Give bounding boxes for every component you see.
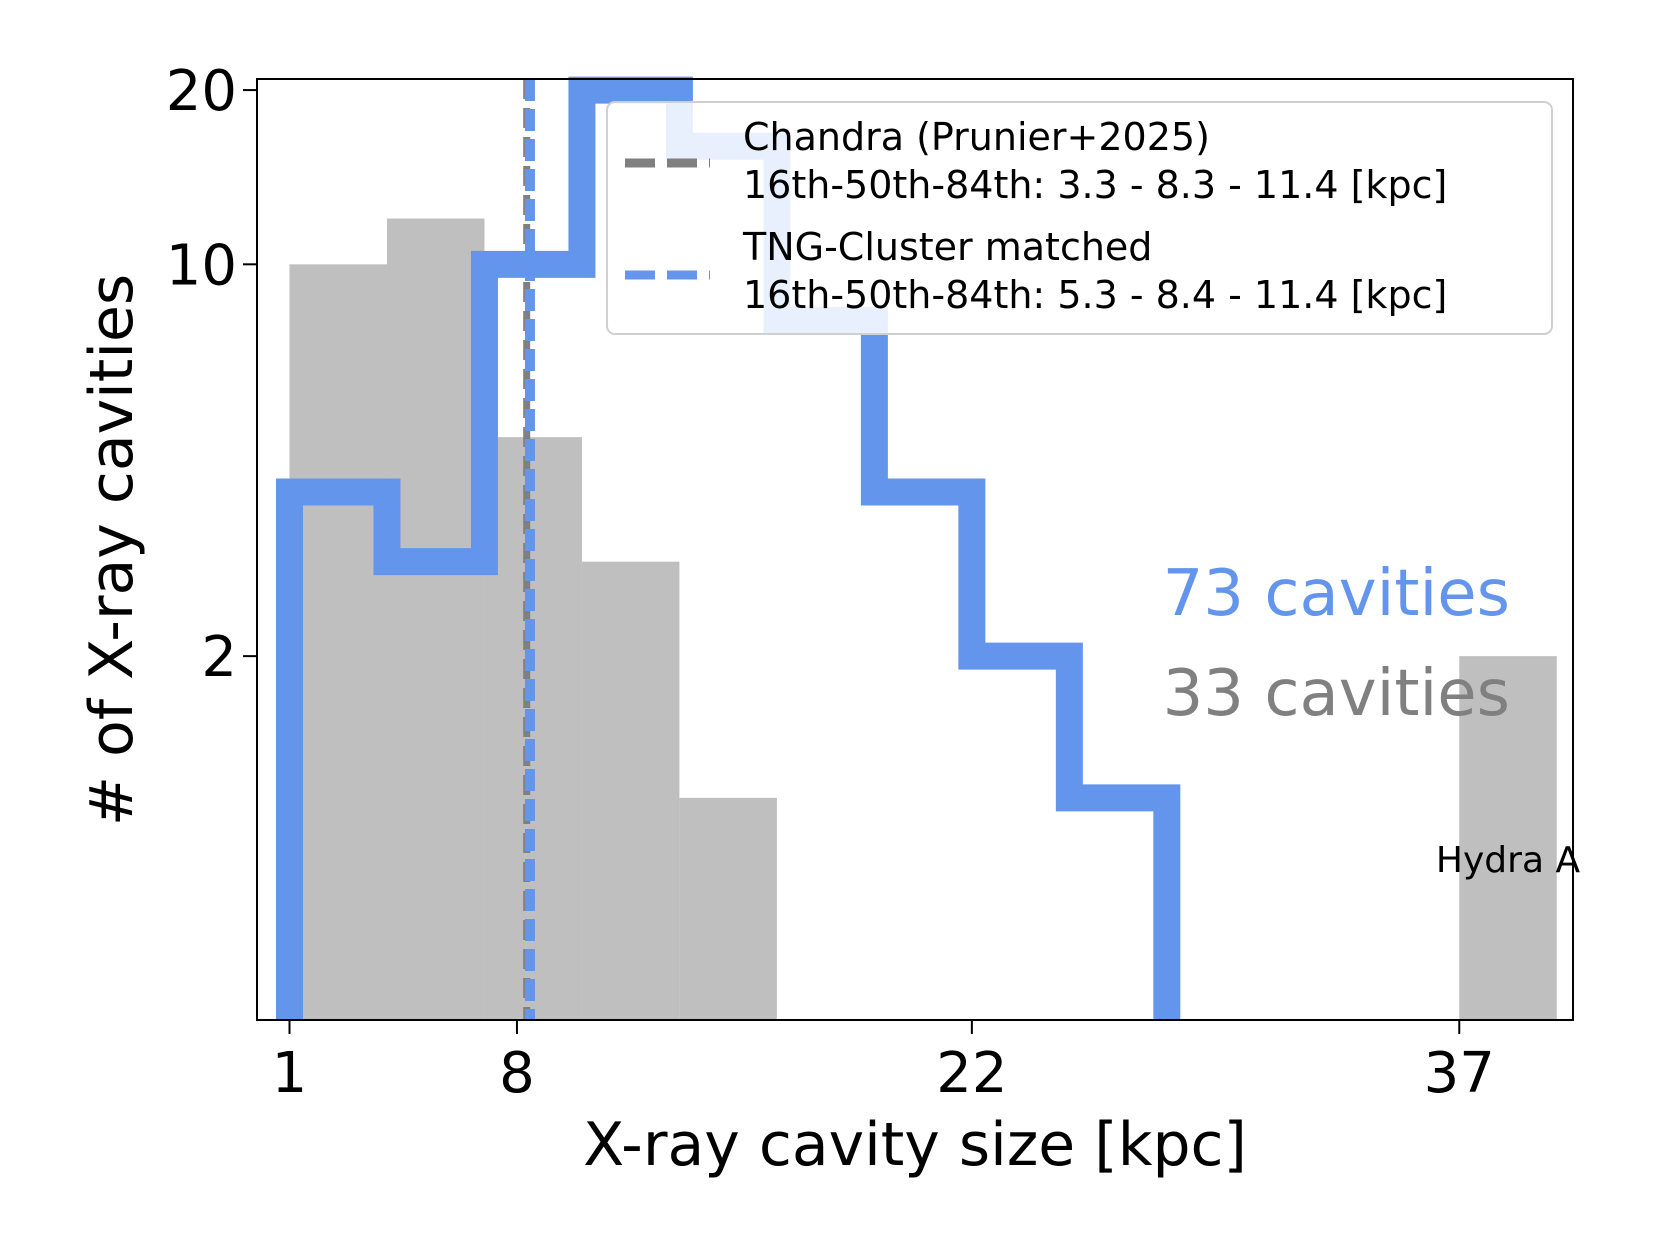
x-axis-ticks: 1 8 22 37	[272, 1020, 1495, 1106]
x-axis-label: X-ray cavity size [kpc]	[583, 1110, 1247, 1180]
legend-tng-name: TNG-Cluster matched	[742, 225, 1152, 269]
chandra-bar	[1459, 656, 1557, 1020]
y-tick-label: 20	[166, 59, 237, 124]
y-tick-label: 10	[166, 233, 237, 298]
chandra-bar	[386, 218, 485, 1020]
legend-box	[606, 101, 1553, 335]
legend-chandra-name: Chandra (Prunier+2025)	[743, 115, 1210, 159]
x-tick-label: 1	[272, 1041, 308, 1106]
y-tick-label: 2	[201, 625, 237, 690]
x-tick-label: 22	[936, 1041, 1007, 1106]
x-tick-label: 8	[499, 1041, 535, 1106]
legend: Chandra (Prunier+2025) 16th-50th-84th: 3…	[606, 101, 1553, 335]
x-tick-label: 37	[1424, 1041, 1495, 1106]
tng-total-count: 73 cavities	[1163, 557, 1510, 631]
chandra-bar	[289, 264, 387, 1021]
y-axis-ticks: 2 10 20	[166, 59, 257, 690]
plot-frame	[256, 78, 1574, 1021]
chandra-bar	[581, 561, 680, 1020]
chandra-bar	[679, 797, 777, 1020]
hydra-a-annotation: Hydra A	[1436, 840, 1581, 881]
chandra-total-count: 33 cavities	[1163, 657, 1510, 731]
legend-chandra-percentiles: 16th-50th-84th: 3.3 - 8.3 - 11.4 [kpc]	[743, 163, 1447, 207]
y-axis-label: # of X-ray cavities	[77, 274, 147, 826]
legend-tng-percentiles: 16th-50th-84th: 5.3 - 8.4 - 11.4 [kpc]	[743, 273, 1447, 317]
